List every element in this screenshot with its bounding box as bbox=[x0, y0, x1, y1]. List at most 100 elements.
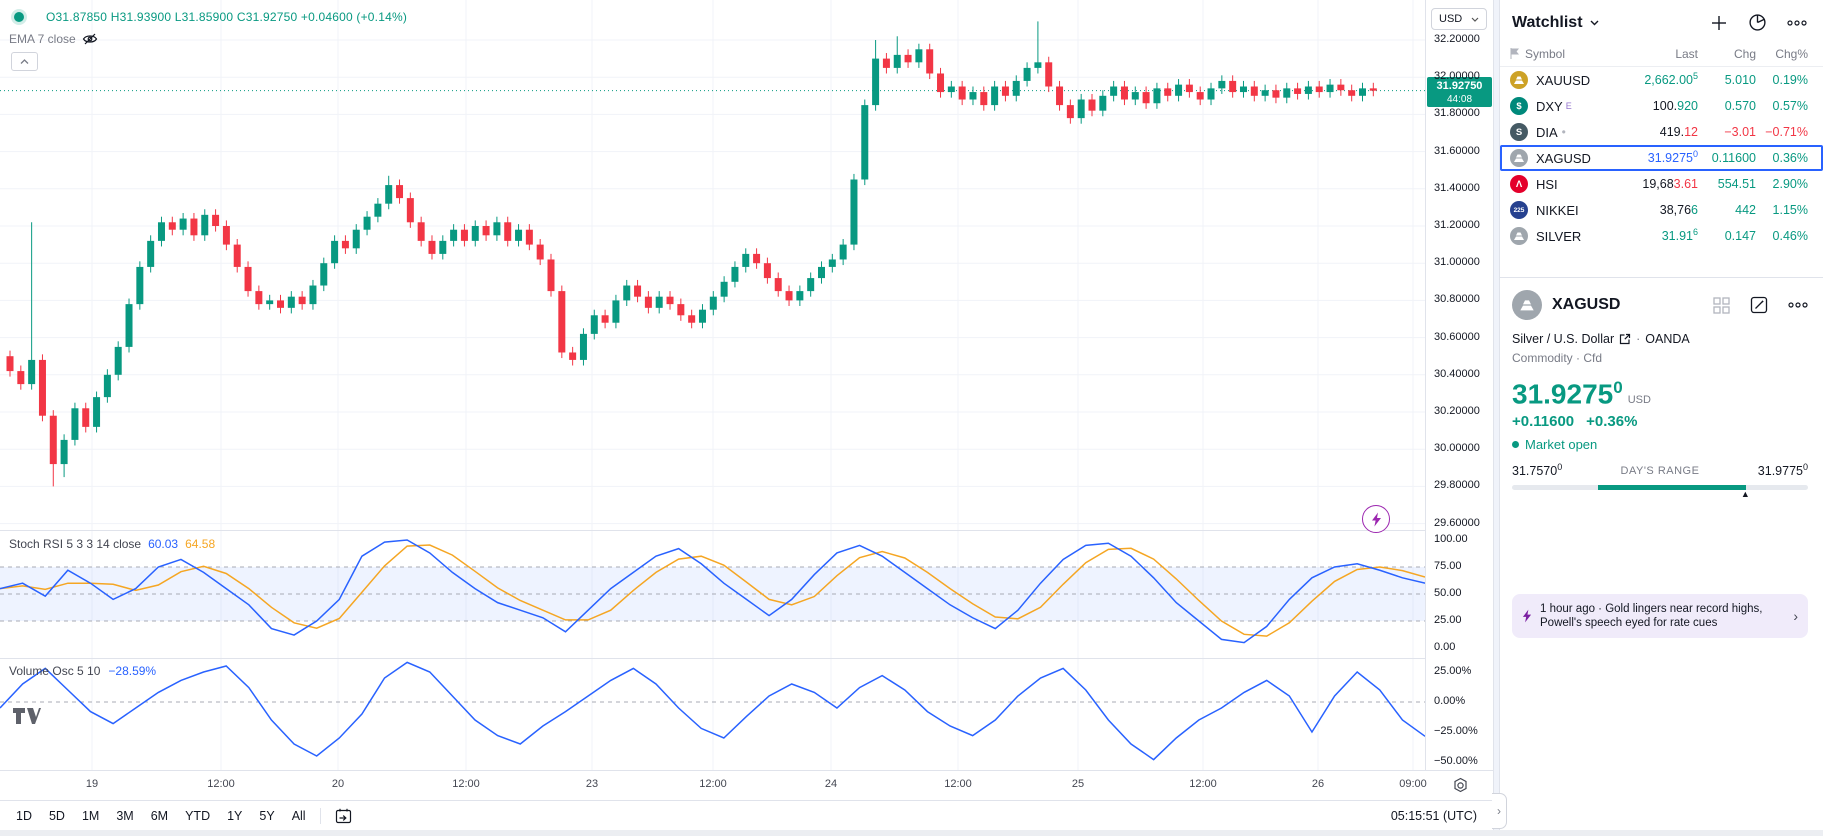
change-percent: −0.71% bbox=[1765, 125, 1808, 139]
collapse-legend-button[interactable] bbox=[11, 52, 38, 71]
stoch-rsi-label: Stoch RSI 5 3 3 14 close bbox=[9, 537, 142, 551]
flag-icon bbox=[1510, 48, 1519, 59]
price-tick-label: 32.00000 bbox=[1434, 70, 1480, 83]
range-button-1y[interactable]: 1Y bbox=[227, 808, 243, 823]
watchlist-title-menu[interactable]: Watchlist bbox=[1512, 14, 1599, 32]
watchlist-row-nikkei[interactable]: 225 NIKKEI 38,766 442 1.15% bbox=[1500, 197, 1823, 223]
watchlist-column-headers[interactable]: Symbol Last Chg Chg% bbox=[1500, 41, 1823, 67]
range-button-5y[interactable]: 5Y bbox=[259, 808, 275, 823]
panel-collapse-tab[interactable]: › bbox=[1492, 793, 1507, 829]
volume-osc-pane[interactable] bbox=[0, 658, 1425, 770]
change-percent: +0.36% bbox=[1586, 413, 1638, 431]
range-button-3m[interactable]: 3M bbox=[116, 808, 134, 823]
chevron-down-icon bbox=[1471, 17, 1479, 22]
grid-view-icon[interactable] bbox=[1713, 296, 1730, 314]
change-percent: 1.15% bbox=[1772, 203, 1808, 217]
delayed-data-dot: • bbox=[1561, 125, 1566, 139]
price-tick-label: 31.00000 bbox=[1434, 256, 1480, 269]
eye-off-icon[interactable] bbox=[82, 32, 98, 46]
chevron-right-icon: › bbox=[1793, 608, 1798, 625]
currency-dropdown[interactable]: USD bbox=[1431, 8, 1487, 30]
panel-divider[interactable] bbox=[1493, 0, 1500, 830]
instrument-category: Commodity · Cfd bbox=[1512, 351, 1603, 365]
change-percent: 0.57% bbox=[1772, 99, 1808, 113]
lightning-icon bbox=[1371, 512, 1381, 526]
external-link-icon[interactable] bbox=[1619, 333, 1631, 345]
change-value: 0.147 bbox=[1724, 229, 1756, 243]
dia-symbol-icon: S bbox=[1510, 123, 1528, 141]
market-status-text: Market open bbox=[1525, 437, 1598, 453]
edit-icon[interactable] bbox=[1750, 296, 1768, 314]
exchange-name[interactable]: OANDA bbox=[1645, 332, 1690, 346]
stoch-tick-label: 0.00 bbox=[1434, 641, 1456, 653]
time-tick-label: 23 bbox=[585, 778, 599, 790]
more-options-icon[interactable] bbox=[1787, 19, 1807, 27]
stoch-d-line bbox=[0, 544, 1425, 637]
range-button-5d[interactable]: 5D bbox=[48, 808, 65, 823]
stoch-d-value: 64.58 bbox=[185, 537, 216, 551]
series-status-dot bbox=[14, 12, 24, 22]
price-tick-label: 29.80000 bbox=[1434, 479, 1480, 492]
price-tick-label: 30.40000 bbox=[1434, 367, 1480, 380]
watchlist-row-silver[interactable]: SILVER 31.916 0.147 0.46% bbox=[1500, 223, 1823, 249]
add-symbol-icon[interactable] bbox=[1710, 14, 1728, 32]
symbol-name: XAGUSD bbox=[1536, 150, 1591, 166]
watchlist-row-dia[interactable]: S DIA • 419.12 −3.01 −0.71% bbox=[1500, 119, 1823, 145]
range-button-1d[interactable]: 1D bbox=[16, 808, 32, 823]
separator-dot: · bbox=[1636, 332, 1641, 346]
news-item[interactable]: 1 hour ago · Gold lingers near record hi… bbox=[1512, 594, 1808, 639]
more-options-icon[interactable] bbox=[1788, 301, 1808, 309]
go-to-date-icon[interactable] bbox=[335, 808, 352, 824]
symbol-name: SILVER bbox=[1536, 228, 1582, 244]
price-tick-label: 31.40000 bbox=[1434, 181, 1480, 194]
change-percent: 0.46% bbox=[1772, 229, 1808, 243]
last-price: 2,662.005 bbox=[1644, 70, 1698, 87]
range-high: 31.97750 bbox=[1757, 462, 1808, 479]
stoch-tick-label: 75.00 bbox=[1434, 560, 1462, 572]
watchlist-row-xauusd[interactable]: XAUUSD 2,662.005 5.010 0.19% bbox=[1500, 67, 1823, 93]
pie-chart-icon[interactable] bbox=[1748, 13, 1767, 32]
change-percent: 2.90% bbox=[1772, 177, 1808, 191]
watchlist-row-dxy[interactable]: $ DXY E 100.920 0.570 0.57% bbox=[1500, 93, 1823, 119]
watchlist-row-hsi[interactable]: Λ HSI 19,683.61 554.51 2.90% bbox=[1500, 171, 1823, 197]
change-absolute: +0.11600 bbox=[1512, 413, 1575, 431]
range-button-6m[interactable]: 6M bbox=[150, 808, 169, 823]
change-value: −3.01 bbox=[1724, 125, 1756, 139]
axis-settings-icon[interactable] bbox=[1452, 777, 1469, 794]
column-chg: Chg bbox=[1733, 46, 1756, 61]
price-axis[interactable]: USD 31.92750 44:08 32.20000 32.00000 31.80… bbox=[1425, 0, 1494, 770]
tradingview-watermark-logo bbox=[13, 708, 41, 724]
alert-lightning-badge[interactable] bbox=[1362, 505, 1390, 533]
price-tick-label: 29.60000 bbox=[1434, 516, 1480, 529]
price-pane[interactable] bbox=[0, 0, 1425, 530]
watchlist-panel: Watchlist Symbol Last Chg Chg% XAUUSD 2,6… bbox=[1500, 0, 1823, 830]
range-button-all[interactable]: All bbox=[291, 808, 306, 823]
stoch-rsi-pane[interactable] bbox=[0, 530, 1425, 658]
news-headline: 1 hour ago · Gold lingers near record hi… bbox=[1540, 603, 1763, 630]
hsi-symbol-icon: Λ bbox=[1510, 175, 1528, 193]
stoch-rsi-legend[interactable]: Stoch RSI 5 3 3 14 close 60.03 64.58 bbox=[9, 537, 215, 551]
column-last: Last bbox=[1675, 46, 1698, 61]
volume-osc-legend[interactable]: Volume Osc 5 10 −28.59% bbox=[9, 664, 156, 678]
range-button-1m[interactable]: 1M bbox=[81, 808, 100, 823]
time-tick-label: 12:00 bbox=[1189, 778, 1217, 790]
last-price: 38,766 bbox=[1659, 203, 1698, 217]
market-open-dot bbox=[1512, 441, 1519, 449]
detail-change: +0.11600 +0.36% bbox=[1512, 413, 1808, 430]
ema-indicator-legend[interactable]: EMA 7 close bbox=[9, 32, 98, 46]
pane-separator[interactable] bbox=[0, 530, 1493, 531]
last-price: 31.92750 bbox=[1647, 148, 1698, 165]
bottom-toolbar: 1D 5D 1M 3M 6M YTD 1Y 5Y All 05:15:51 (UTC) bbox=[0, 800, 1493, 830]
price-tick-label: 31.60000 bbox=[1434, 144, 1480, 157]
server-clock[interactable]: 05:15:51 (UTC) bbox=[1390, 808, 1477, 823]
range-button-ytd[interactable]: YTD bbox=[185, 808, 211, 823]
change-value: 5.010 bbox=[1724, 73, 1756, 87]
time-axis[interactable]: 19 12:00 20 12:00 23 12:00 24 12:00 25 12:00 26 09:… bbox=[0, 770, 1493, 801]
watchlist-row-xagusd[interactable]: XAGUSD 31.92750 0.11600 0.36% bbox=[1500, 145, 1823, 171]
last-price: 31.916 bbox=[1661, 226, 1698, 243]
time-tick-label: 12:00 bbox=[699, 778, 727, 790]
price-tick-label: 31.80000 bbox=[1434, 107, 1480, 120]
pane-separator[interactable] bbox=[0, 658, 1493, 659]
xauusd-symbol-icon bbox=[1510, 71, 1528, 89]
